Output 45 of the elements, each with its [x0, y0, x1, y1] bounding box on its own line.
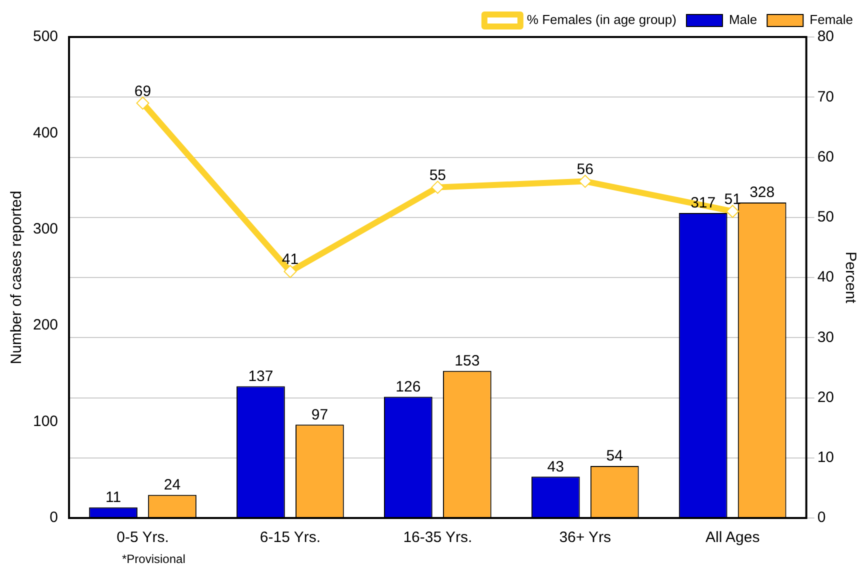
legend-label: % Females (in age group) [526, 12, 676, 28]
data-label: 55 [429, 166, 446, 184]
x-tick-label: 16-35 Yrs. [403, 529, 472, 546]
data-label: 51 [724, 191, 741, 208]
data-label: 126 [396, 378, 421, 396]
data-label: 153 [454, 352, 480, 370]
data-label: 24 [164, 476, 181, 494]
x-tick-label: 0-5 Yrs. [116, 529, 169, 546]
point [136, 96, 150, 110]
data-label: 11 [105, 489, 122, 506]
point [578, 174, 592, 188]
y2-axis-title: Percent [842, 252, 859, 304]
point [284, 264, 297, 278]
data-label: 328 [750, 184, 775, 202]
y-tick-label: 400 [32, 124, 58, 142]
y2-tick-label: 40 [817, 268, 834, 286]
y-tick-label: 200 [32, 316, 58, 334]
x-tick-label: All Ages [705, 529, 760, 546]
y-tick-label: 300 [32, 220, 58, 238]
data-label: 54 [606, 448, 623, 465]
point [726, 204, 740, 218]
y2-tick-label: 50 [817, 208, 834, 226]
y2-tick-label: 10 [817, 449, 834, 466]
y2-tick-label: 60 [817, 148, 834, 166]
y-axis-title: Number of cases reported [8, 190, 26, 364]
y2-tick-label: 20 [817, 388, 834, 406]
y-tick-label: 500 [32, 28, 58, 46]
y2-tick-label: 70 [817, 88, 834, 106]
data-label: 97 [311, 406, 328, 424]
x-tick-label: 6-15 Yrs. [260, 529, 321, 546]
point [431, 180, 444, 194]
y2-tick-label: 0 [817, 509, 826, 526]
y2-tick-label: 80 [817, 28, 834, 46]
data-label: 69 [134, 82, 152, 100]
text: *Provisional [122, 552, 186, 566]
y2-tick-label: 30 [817, 328, 834, 346]
data-label: 56 [576, 160, 594, 178]
x-tick-label: 36+ Yrs [559, 529, 612, 546]
y-tick-label: 0 [50, 509, 58, 526]
legend-label: Female [810, 12, 854, 28]
data-label: 41 [282, 251, 299, 268]
legend-label: Male [728, 12, 758, 28]
y-tick-label: 100 [32, 412, 58, 430]
data-label: 137 [248, 368, 274, 385]
data-label: 43 [547, 458, 564, 476]
